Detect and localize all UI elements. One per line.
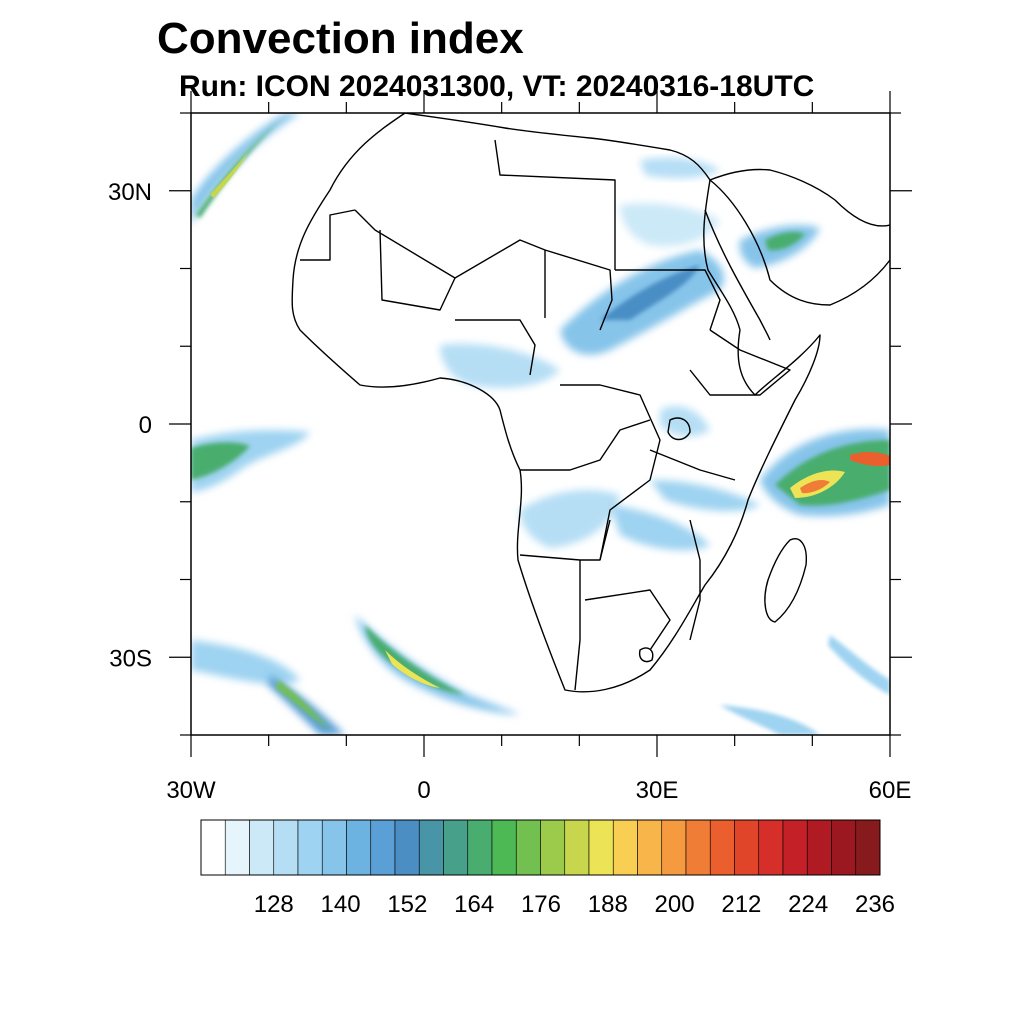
lon-label: 0 bbox=[417, 777, 430, 804]
colorbar-label: 188 bbox=[588, 891, 628, 918]
convection-band-south-atlantic bbox=[191, 615, 520, 735]
lon-label: 30W bbox=[166, 777, 216, 804]
colorbar-swatch bbox=[564, 819, 590, 876]
border-tanzania bbox=[649, 449, 736, 481]
border-ethiopia bbox=[689, 329, 791, 396]
convection-field bbox=[191, 113, 890, 735]
colorbar-swatch bbox=[734, 819, 760, 876]
colorbar-swatch bbox=[540, 819, 566, 876]
convection-band-central-africa bbox=[520, 406, 760, 551]
colorbar-swatch bbox=[249, 819, 275, 876]
colorbar-label: 200 bbox=[655, 891, 695, 918]
colorbar-swatch bbox=[443, 819, 469, 876]
convection-band-arabia bbox=[739, 225, 820, 268]
colorbar-swatch bbox=[200, 819, 226, 876]
colorbar-label: 176 bbox=[521, 891, 561, 918]
border-botswana bbox=[584, 589, 671, 651]
colorbar-label: 128 bbox=[254, 891, 294, 918]
colorbar-label: 212 bbox=[721, 891, 761, 918]
africa-coastline bbox=[291, 113, 821, 693]
lon-label: 30E bbox=[636, 777, 679, 804]
colorbar-swatch bbox=[346, 819, 372, 876]
border-sudan bbox=[615, 269, 721, 331]
lesotho-border bbox=[638, 647, 654, 663]
border-angola bbox=[519, 519, 611, 561]
map-axis-labels: 30W 0 30E 60E 30N 0 30S bbox=[108, 179, 911, 804]
colorbar-swatch bbox=[612, 819, 638, 876]
lake-victoria bbox=[667, 417, 691, 441]
colorbar-swatch bbox=[661, 819, 687, 876]
colorbar-swatch bbox=[418, 819, 444, 876]
colorbar-label: 164 bbox=[454, 891, 494, 918]
border-mauritania bbox=[300, 209, 356, 261]
colorbar-swatch bbox=[709, 819, 735, 876]
border-sahara-west bbox=[354, 209, 546, 318]
colorbar-swatch bbox=[224, 819, 250, 876]
colorbar-swatch bbox=[467, 819, 493, 876]
convection-band-sahel bbox=[440, 157, 724, 388]
colorbar-swatch bbox=[273, 819, 299, 876]
colorbar-swatch bbox=[782, 819, 808, 876]
coastlines-and-borders bbox=[291, 113, 890, 693]
colorbar-label: 152 bbox=[387, 891, 427, 918]
colorbar-swatch bbox=[758, 819, 784, 876]
border-chad bbox=[544, 249, 613, 331]
colorbar-swatch bbox=[515, 819, 541, 876]
colorbar bbox=[200, 819, 881, 876]
map-ticks bbox=[169, 91, 912, 757]
lat-label: 0 bbox=[139, 412, 152, 439]
madagascar-coastline bbox=[764, 538, 807, 623]
colorbar-swatch bbox=[297, 819, 323, 876]
colorbar-swatch bbox=[685, 819, 711, 876]
convection-band-indian-ocean bbox=[720, 429, 890, 735]
lat-label: 30S bbox=[109, 645, 152, 672]
border-congo bbox=[520, 419, 651, 471]
border-namibia bbox=[574, 560, 581, 691]
map-frame bbox=[190, 112, 891, 736]
colorbar-swatch bbox=[370, 819, 396, 876]
colorbar-swatch bbox=[855, 819, 881, 876]
colorbar-frame bbox=[200, 819, 881, 876]
colorbar-swatch bbox=[637, 819, 663, 876]
border-mozambique bbox=[689, 519, 701, 641]
border-drc bbox=[560, 384, 661, 561]
red-sea-coast bbox=[704, 209, 771, 341]
colorbar-labels: 128 140 152 164 176 188 200 212 224 236 bbox=[254, 891, 895, 918]
map-subtitle: Run: ICON 2024031300, VT: 20240316-18UTC bbox=[179, 70, 815, 103]
colorbar-swatch bbox=[831, 819, 857, 876]
convection-band-nw-atlantic bbox=[191, 113, 300, 225]
colorbar-label: 140 bbox=[321, 891, 361, 918]
colorbar-swatch bbox=[321, 819, 347, 876]
convection-band-equatorial-atlantic bbox=[191, 430, 310, 492]
map-title: Convection index bbox=[157, 14, 524, 63]
lat-label: 30N bbox=[108, 179, 152, 206]
colorbar-swatch bbox=[394, 819, 420, 876]
border-libya-egypt bbox=[494, 139, 616, 270]
colorbar-swatch bbox=[588, 819, 614, 876]
lon-label: 60E bbox=[869, 777, 912, 804]
colorbar-swatch bbox=[806, 819, 832, 876]
colorbar-label: 224 bbox=[788, 891, 828, 918]
colorbar-swatch bbox=[491, 819, 517, 876]
border-mali bbox=[379, 229, 456, 311]
border-nigeria bbox=[455, 319, 536, 376]
colorbar-label: 236 bbox=[855, 891, 895, 918]
